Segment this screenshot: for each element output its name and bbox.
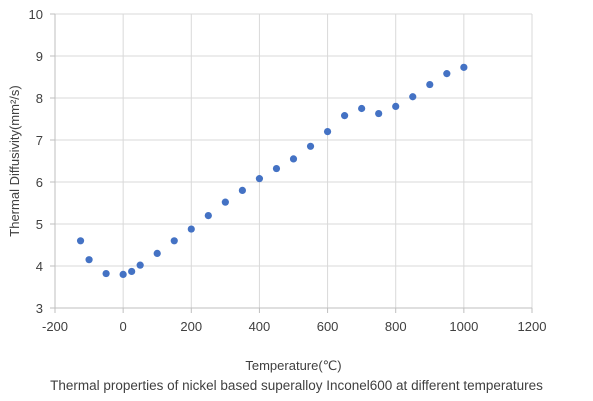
data-point [153, 249, 161, 257]
data-point [306, 142, 315, 150]
x-axis-ticks: -200 0 200 400 600 800 1000 1200 [42, 308, 546, 334]
y-tick-label: 4 [36, 259, 43, 274]
data-point [323, 128, 332, 136]
y-tick-label: 5 [36, 217, 43, 232]
data-point [221, 198, 229, 206]
y-tick-label: 8 [36, 91, 43, 106]
data-point [255, 175, 264, 183]
data-point [341, 112, 349, 120]
data-point [170, 237, 178, 245]
gridlines [54, 13, 533, 309]
y-tick-label: 7 [36, 133, 43, 148]
data-point [392, 102, 400, 110]
data-point [128, 267, 136, 276]
y-tick-label: 9 [36, 49, 43, 64]
data-points [76, 63, 468, 278]
x-tick-label: 1200 [518, 319, 547, 334]
x-tick-label: 0 [120, 319, 127, 334]
x-tick-label: 600 [317, 319, 339, 334]
data-point [375, 109, 383, 118]
data-point [409, 93, 417, 101]
y-tick-label: 6 [36, 175, 43, 190]
data-point [85, 256, 93, 264]
data-point [119, 270, 127, 278]
data-point [204, 212, 212, 220]
data-point [272, 164, 281, 173]
data-point [238, 186, 246, 194]
x-tick-label: 800 [385, 319, 407, 334]
data-point [426, 80, 434, 89]
data-point [289, 155, 298, 163]
figure-caption: Thermal properties of nickel based super… [50, 378, 543, 393]
y-tick-label: 10 [29, 7, 43, 22]
y-axis-ticks: 3 4 5 6 7 8 9 10 [29, 7, 55, 316]
data-point [136, 261, 144, 269]
x-tick-label: 400 [249, 319, 271, 334]
data-point [358, 104, 366, 113]
y-axis-title: Thermal Diffusivity(mm²/s) [7, 85, 22, 236]
x-tick-label: -200 [42, 319, 68, 334]
data-point [460, 63, 468, 71]
x-tick-label: 1000 [449, 319, 478, 334]
x-axis-title: Temperature(℃) [245, 358, 341, 373]
data-point [102, 269, 110, 278]
data-point [187, 225, 195, 233]
x-tick-label: 200 [180, 319, 202, 334]
data-point [443, 70, 451, 78]
data-point [76, 237, 85, 245]
y-tick-label: 3 [36, 301, 43, 316]
